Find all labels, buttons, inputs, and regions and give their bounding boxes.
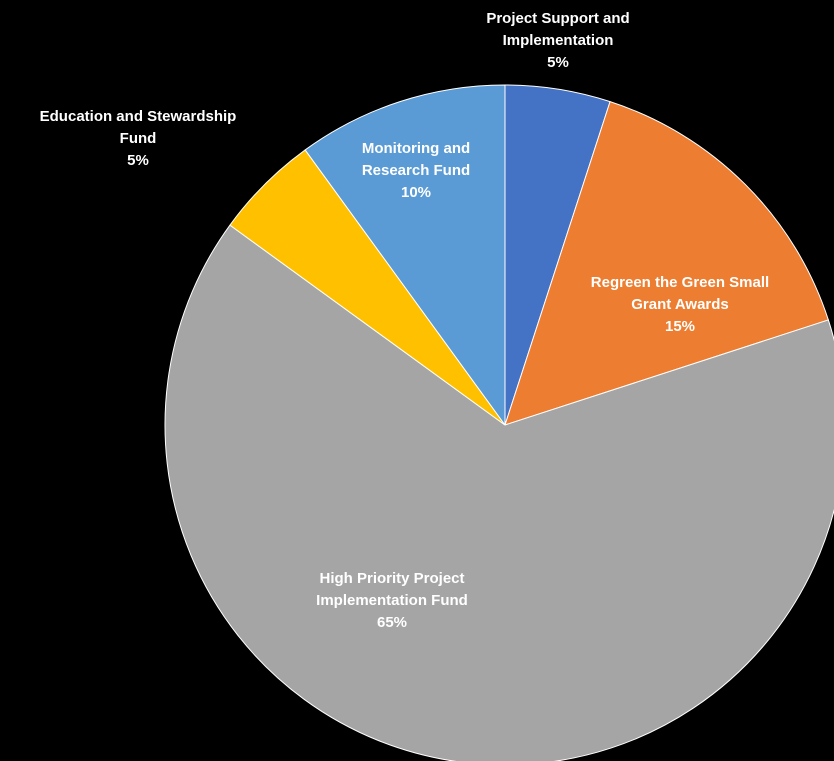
slice-name-line: Monitoring and (362, 140, 470, 157)
slice-name-line: Implementation (503, 32, 614, 49)
slice-percent-label: 10% (401, 184, 431, 201)
slice-name-line: Research Fund (362, 162, 470, 179)
slice-name-line: Regreen the Green Small (591, 274, 769, 291)
pie-slice-regreen-the-green-small-grant-awards (504, 101, 829, 426)
slice-name-line: Project Support and (486, 10, 629, 27)
slice-label-regreen-the-green-small-grant-awards: Regreen the Green Small Grant Awards 15% (591, 274, 769, 335)
slice-percent-label: 5% (547, 54, 569, 71)
slice-percent-label: 5% (127, 152, 149, 169)
slice-name-line: Implementation Fund (316, 592, 468, 609)
slice-label-monitoring-and-research-fund: Monitoring and Research Fund 10% (362, 140, 470, 201)
slice-name-line: High Priority Project (319, 570, 464, 587)
slice-percent-label: 15% (665, 318, 695, 335)
slice-name-line: Grant Awards (631, 296, 729, 313)
slice-name-line: Education and Stewardship (40, 108, 237, 125)
slice-label-project-support-and-implementation: Project Support and Implementation 5% (486, 10, 629, 71)
slice-label-high-priority-project-implementation-fund: High Priority Project Implementation Fund… (316, 570, 468, 631)
pie-slices (164, 84, 834, 761)
slice-label-education-and-stewardship-fund: Education and Stewardship Fund 5% (40, 108, 237, 169)
pie-slice-monitoring-and-research-fund (304, 84, 506, 426)
slice-percent-label: 65% (377, 614, 407, 631)
pie-labels: Project Support and Implementation 5% Regre… (40, 10, 770, 631)
slice-name-line: Fund (120, 130, 157, 147)
